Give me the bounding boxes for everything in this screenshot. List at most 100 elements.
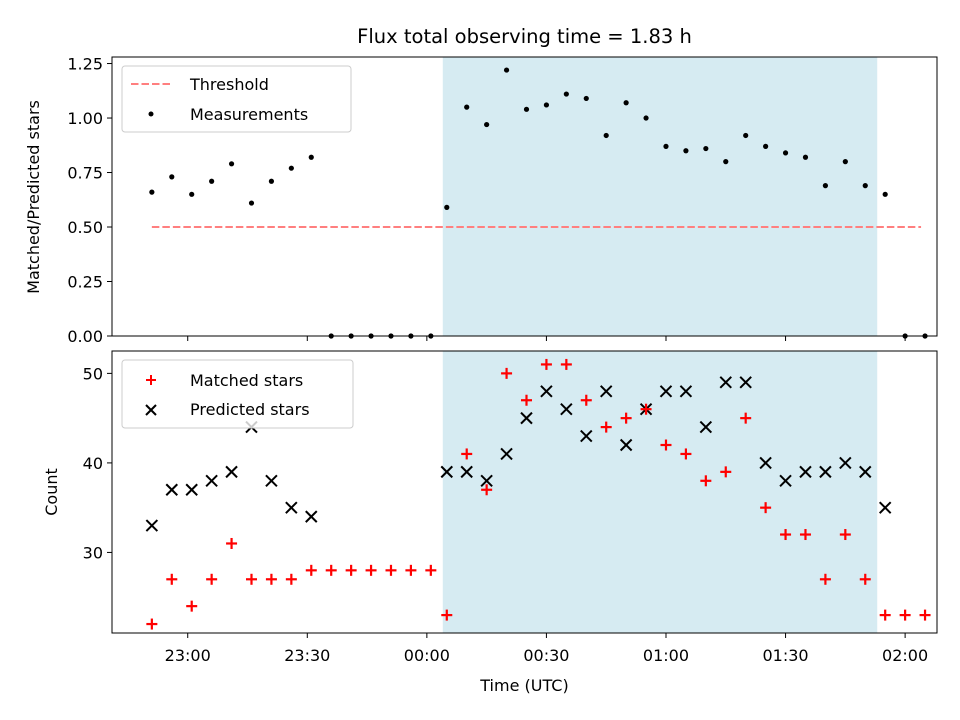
predicted-stars-point xyxy=(265,474,278,488)
predicted-stars-point xyxy=(145,519,159,532)
bottom-ytick-label: 30 xyxy=(83,543,103,562)
matched-stars-point xyxy=(740,412,752,424)
chart-title: Flux total observing time = 1.83 h xyxy=(357,25,692,48)
matched-stars-point xyxy=(680,448,692,460)
measurement-point xyxy=(209,178,215,184)
legend-predicted-label: Predicted stars xyxy=(190,400,310,419)
measurement-point xyxy=(523,106,530,112)
matched-stars-point xyxy=(899,609,911,621)
legend-measurements-swatch xyxy=(148,111,154,117)
legend-predicted-swatch xyxy=(145,404,157,416)
xtick-label: 23:00 xyxy=(165,646,211,665)
matched-stars-point xyxy=(839,529,851,541)
measurement-point xyxy=(802,154,809,160)
top-ytick-label: 0.25 xyxy=(67,273,103,292)
measurement-point xyxy=(169,174,175,180)
measurement-point xyxy=(248,200,255,206)
matched-stars-point xyxy=(441,609,453,621)
matched-stars-point xyxy=(461,448,473,460)
predicted-stars-point xyxy=(859,465,872,479)
matched-stars-point xyxy=(501,367,513,379)
x-axis-label: Time (UTC) xyxy=(479,676,568,695)
bottom-ytick-label: 40 xyxy=(83,454,103,473)
xtick-label: 23:30 xyxy=(284,646,330,665)
matched-stars-point xyxy=(819,573,831,585)
predicted-stars-point xyxy=(759,456,772,470)
matched-stars-point xyxy=(879,609,891,621)
matched-stars-point xyxy=(560,358,572,370)
measurement-point xyxy=(149,189,155,195)
matched-stars-point xyxy=(799,529,811,541)
top-axes-frame xyxy=(111,56,938,337)
predicted-stars-point xyxy=(205,474,218,488)
legend-matched-swatch xyxy=(146,375,156,385)
measurement-point xyxy=(822,183,829,189)
measurement-point xyxy=(842,159,848,165)
measurement-point xyxy=(683,148,689,154)
measurement-point xyxy=(603,132,609,139)
predicted-stars-point xyxy=(480,474,493,488)
matched-stars-point xyxy=(760,502,772,514)
predicted-stars-point xyxy=(659,385,673,398)
matched-stars-point xyxy=(859,573,871,585)
xtick-label: 00:00 xyxy=(404,646,450,665)
predicted-stars-point xyxy=(719,376,732,389)
top-shaded-interval xyxy=(442,57,878,336)
matched-stars-point xyxy=(481,484,493,496)
predicted-stars-point xyxy=(185,483,198,496)
matched-stars-point xyxy=(325,564,337,576)
xtick-label: 01:00 xyxy=(643,646,689,665)
predicted-stars-point xyxy=(619,438,633,452)
measurement-point xyxy=(703,145,709,152)
top-legend: Threshold Measurements xyxy=(121,65,352,133)
predicted-stars-point xyxy=(225,465,238,479)
matched-stars-point xyxy=(600,421,612,433)
matched-stars-point xyxy=(520,394,532,406)
matched-stars-point xyxy=(919,609,931,621)
predicted-stars-point xyxy=(799,465,812,479)
bottom-ylabel: Count xyxy=(42,468,61,516)
predicted-stars-point xyxy=(819,465,832,479)
matched-stars-point xyxy=(245,573,257,585)
bottom-axes-frame xyxy=(111,350,938,634)
measurement-point xyxy=(862,183,868,189)
measurement-point xyxy=(782,150,789,156)
matched-stars-point xyxy=(166,573,178,585)
measurement-point xyxy=(563,91,569,97)
top-ytick-label: 0.50 xyxy=(67,218,103,237)
predicted-stars-point xyxy=(560,402,573,416)
top-ylabel: Matched/Predicted stars xyxy=(24,100,43,294)
matched-stars-point xyxy=(700,475,712,487)
matched-stars-point xyxy=(186,600,198,612)
predicted-stars-point xyxy=(540,385,553,398)
measurement-point xyxy=(663,143,669,149)
predicted-stars-point xyxy=(878,501,892,514)
matched-stars-point xyxy=(206,573,218,585)
xtick-label: 02:00 xyxy=(882,646,928,665)
measurement-point xyxy=(643,115,649,121)
measurement-point xyxy=(484,121,490,128)
measurement-point xyxy=(543,102,550,108)
legend-measurements-label: Measurements xyxy=(190,105,308,124)
bottom-ytick-label: 50 xyxy=(83,364,103,383)
measurement-point xyxy=(228,161,235,167)
predicted-stars-point xyxy=(460,465,473,479)
bottom-panel: 30 40 50 23:00 23:30 00:00 00:30 01:00 01:30 02:… xyxy=(42,350,938,695)
top-ytick-label: 1.25 xyxy=(67,55,103,74)
predicted-stars-point xyxy=(440,465,453,479)
matched-stars-point xyxy=(720,466,732,478)
predicted-stars-point xyxy=(599,385,613,398)
matched-stars-point xyxy=(405,564,417,576)
matched-stars-point xyxy=(146,618,158,630)
measurement-point xyxy=(503,67,510,73)
matched-stars-point xyxy=(285,573,297,585)
matched-stars-point xyxy=(640,403,652,415)
bottom-legend: Matched stars Predicted stars xyxy=(121,359,354,429)
matched-stars-point xyxy=(780,529,792,541)
measurement-point xyxy=(288,165,294,171)
top-ytick-label: 0.00 xyxy=(67,327,103,346)
predicted-stars-point xyxy=(305,510,318,523)
measurement-point xyxy=(444,204,450,210)
measurement-point xyxy=(464,104,470,110)
measurement-point xyxy=(882,191,888,197)
